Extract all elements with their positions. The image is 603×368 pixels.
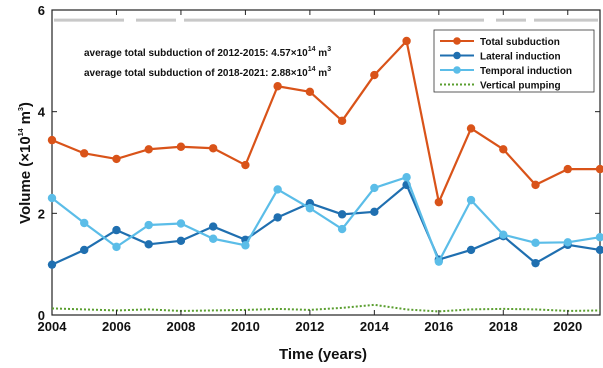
series-total-subduction bbox=[47, 36, 603, 207]
data-point bbox=[305, 87, 315, 97]
plot-area bbox=[51, 9, 601, 316]
x-tick-label: 2018 bbox=[489, 319, 518, 334]
data-point bbox=[370, 183, 379, 193]
data-point bbox=[208, 144, 218, 153]
series-lateral-induction bbox=[47, 180, 603, 269]
data-point bbox=[80, 218, 89, 228]
data-point bbox=[144, 145, 153, 154]
series-line bbox=[51, 183, 601, 266]
data-point bbox=[112, 154, 121, 164]
legend-label: Temporal induction bbox=[480, 66, 572, 77]
legend-label: Lateral induction bbox=[480, 52, 561, 63]
data-point bbox=[563, 238, 572, 247]
legend-item: Temporal induction bbox=[440, 66, 572, 77]
legend: Total subduction Lateral induction Tempora… bbox=[433, 29, 595, 93]
legend-swatch-marker bbox=[453, 51, 461, 60]
legend-label: Total subduction bbox=[480, 37, 560, 48]
data-point bbox=[370, 207, 379, 217]
data-point bbox=[80, 245, 89, 255]
data-point bbox=[337, 210, 347, 219]
series-line bbox=[51, 39, 600, 204]
x-tick-label: 2010 bbox=[231, 319, 260, 334]
data-point bbox=[595, 164, 603, 174]
data-point bbox=[499, 145, 508, 154]
data-point bbox=[434, 197, 444, 207]
data-point bbox=[531, 238, 540, 248]
data-point bbox=[241, 241, 250, 250]
x-tick-label: 2020 bbox=[553, 319, 582, 334]
legend-swatch-marker bbox=[453, 37, 461, 45]
data-point bbox=[466, 245, 476, 255]
data-point bbox=[176, 219, 186, 228]
data-point bbox=[80, 149, 89, 158]
data-point bbox=[337, 116, 347, 126]
axes-box bbox=[51, 9, 601, 316]
legend-swatch-marker bbox=[453, 66, 461, 74]
annotation-2018-2021: average total subduction of 2018-2021: 2… bbox=[84, 66, 331, 79]
data-point bbox=[370, 70, 379, 80]
x-tick-label: 2004 bbox=[38, 319, 68, 334]
series-layer bbox=[47, 36, 603, 313]
data-point bbox=[531, 180, 540, 190]
y-tick-label: 4 bbox=[38, 105, 46, 120]
annotation-2012-2015: average total subduction of 2012-2015: 4… bbox=[84, 46, 331, 59]
data-point bbox=[499, 230, 508, 239]
data-point bbox=[466, 124, 476, 133]
tick-layer: 2004 2006 2008 2010 2012 2014 2016 2018 2020 0 2 4 6 bbox=[38, 3, 600, 334]
y-tick-label: 6 bbox=[38, 3, 45, 18]
x-tick-label: 2006 bbox=[102, 319, 131, 334]
data-point bbox=[112, 225, 121, 235]
data-point bbox=[337, 224, 347, 234]
series-temporal-induction bbox=[47, 173, 603, 266]
data-point bbox=[273, 213, 282, 222]
data-point bbox=[47, 135, 57, 145]
y-tick-label: 0 bbox=[38, 308, 45, 323]
legend-label: Vertical pumping bbox=[480, 81, 561, 92]
y-tick-label: 2 bbox=[38, 206, 45, 221]
legend-item: Vertical pumping bbox=[440, 81, 561, 92]
data-point bbox=[176, 236, 186, 245]
x-tick-label: 2014 bbox=[360, 319, 390, 334]
data-point bbox=[531, 258, 540, 268]
series-line bbox=[51, 176, 601, 263]
series-line bbox=[51, 303, 601, 313]
x-axis-label: Time (years) bbox=[279, 346, 367, 363]
data-point bbox=[47, 260, 57, 269]
data-point bbox=[208, 234, 218, 243]
x-tick-label: 2008 bbox=[166, 319, 195, 334]
data-point bbox=[595, 233, 603, 242]
data-point bbox=[402, 36, 411, 46]
data-point bbox=[305, 204, 315, 213]
x-tick-label: 2016 bbox=[424, 319, 453, 334]
data-point bbox=[273, 82, 282, 91]
data-point bbox=[144, 220, 153, 230]
data-point bbox=[595, 245, 603, 255]
annotation-block: average total subduction of 2012-2015: 4… bbox=[84, 46, 331, 79]
y-axis-label: Volume (×1014 m3) bbox=[17, 102, 34, 224]
legend-item: Lateral induction bbox=[440, 52, 561, 63]
data-point bbox=[563, 164, 572, 174]
data-point bbox=[273, 185, 282, 194]
data-point bbox=[47, 193, 57, 203]
data-point bbox=[176, 142, 186, 151]
data-point bbox=[241, 160, 250, 170]
data-point bbox=[112, 242, 121, 252]
data-point bbox=[434, 257, 444, 266]
data-point bbox=[144, 240, 153, 249]
x-tick-label: 2012 bbox=[295, 319, 324, 334]
data-point bbox=[208, 222, 218, 231]
legend-item: Total subduction bbox=[440, 37, 560, 48]
data-point bbox=[466, 195, 476, 205]
data-point bbox=[402, 173, 411, 182]
series-vertical-pumping bbox=[51, 303, 601, 313]
legend-box bbox=[433, 29, 595, 93]
